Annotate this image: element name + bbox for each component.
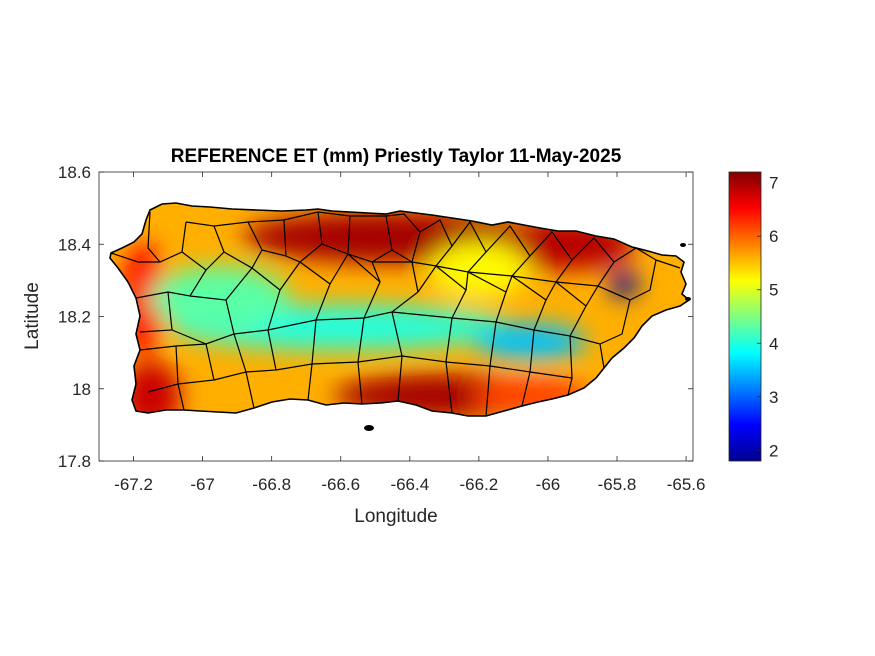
municipality-boundary: [307, 363, 313, 401]
axes: -67.2 -67 -66.8 -66.6 -66.4 -66.2 -66 -65.8 -65.…: [58, 163, 706, 494]
x-tick-label: -65.6: [667, 475, 706, 494]
x-tick-label: -66.6: [321, 475, 360, 494]
x-tick-label: -65.8: [598, 475, 637, 494]
colorbar-tick-label: 6: [769, 227, 778, 246]
municipality-boundary: [110, 252, 160, 263]
colorbar-tick-label: 5: [769, 281, 778, 300]
offshore-islets: [364, 243, 691, 431]
y-tick-label: 18.4: [58, 235, 91, 254]
municipality-boundary: [357, 361, 363, 405]
colorbar-tick-label: 2: [769, 441, 778, 460]
municipality-boundary: [317, 211, 351, 255]
colorbar-tick-label: 4: [769, 334, 778, 353]
y-axis-label: Latitude: [22, 282, 43, 350]
chart-title: REFERENCE ET (mm) Priestly Taylor 11-May…: [171, 146, 622, 167]
x-tick-label: -66.2: [460, 475, 499, 494]
municipality-boundary: [397, 355, 403, 402]
region-western-interior: [149, 266, 290, 331]
municipality-boundaries: [110, 211, 681, 417]
region-el-yunque: [609, 270, 638, 298]
municipality-boundary: [569, 285, 631, 345]
x-axis-label: Longitude: [354, 506, 437, 527]
municipality-boundary: [177, 383, 185, 411]
x-tick-label: -67.2: [114, 475, 153, 494]
island-outline: [109, 202, 691, 417]
municipality-boundary: [363, 261, 419, 319]
municipality-boundary: [485, 365, 491, 417]
y-tick-label: 18.6: [58, 163, 91, 182]
x-tick-label: -66.8: [252, 475, 291, 494]
region-east-interior-valley: [475, 323, 586, 360]
municipality-boundary: [247, 219, 287, 257]
municipality-boundary: [135, 269, 207, 299]
region-north-interior: [428, 241, 529, 298]
municipality-boundary: [567, 377, 573, 396]
municipality-boundary: [245, 371, 255, 409]
colorbar-tick-label: 7: [769, 174, 778, 193]
municipality-boundary: [445, 361, 453, 414]
x-tick-label: -66: [536, 475, 561, 494]
municipality-boundary: [467, 225, 531, 277]
y-tick-label: 18.2: [58, 308, 91, 327]
x-tick-label: -66.4: [390, 475, 429, 494]
y-tick-label: 17.8: [58, 452, 91, 471]
y-tick-label: 18: [72, 380, 91, 399]
colorbar: [728, 171, 762, 462]
municipality-boundary: [655, 259, 681, 269]
municipality-boundary: [599, 343, 605, 369]
x-tick-label: -67: [190, 475, 215, 494]
colorbar-tick-label: 3: [769, 388, 778, 407]
municipality-boundary: [521, 371, 531, 407]
colorbar-ticks: 7 6 5 4 3 2: [757, 174, 778, 460]
